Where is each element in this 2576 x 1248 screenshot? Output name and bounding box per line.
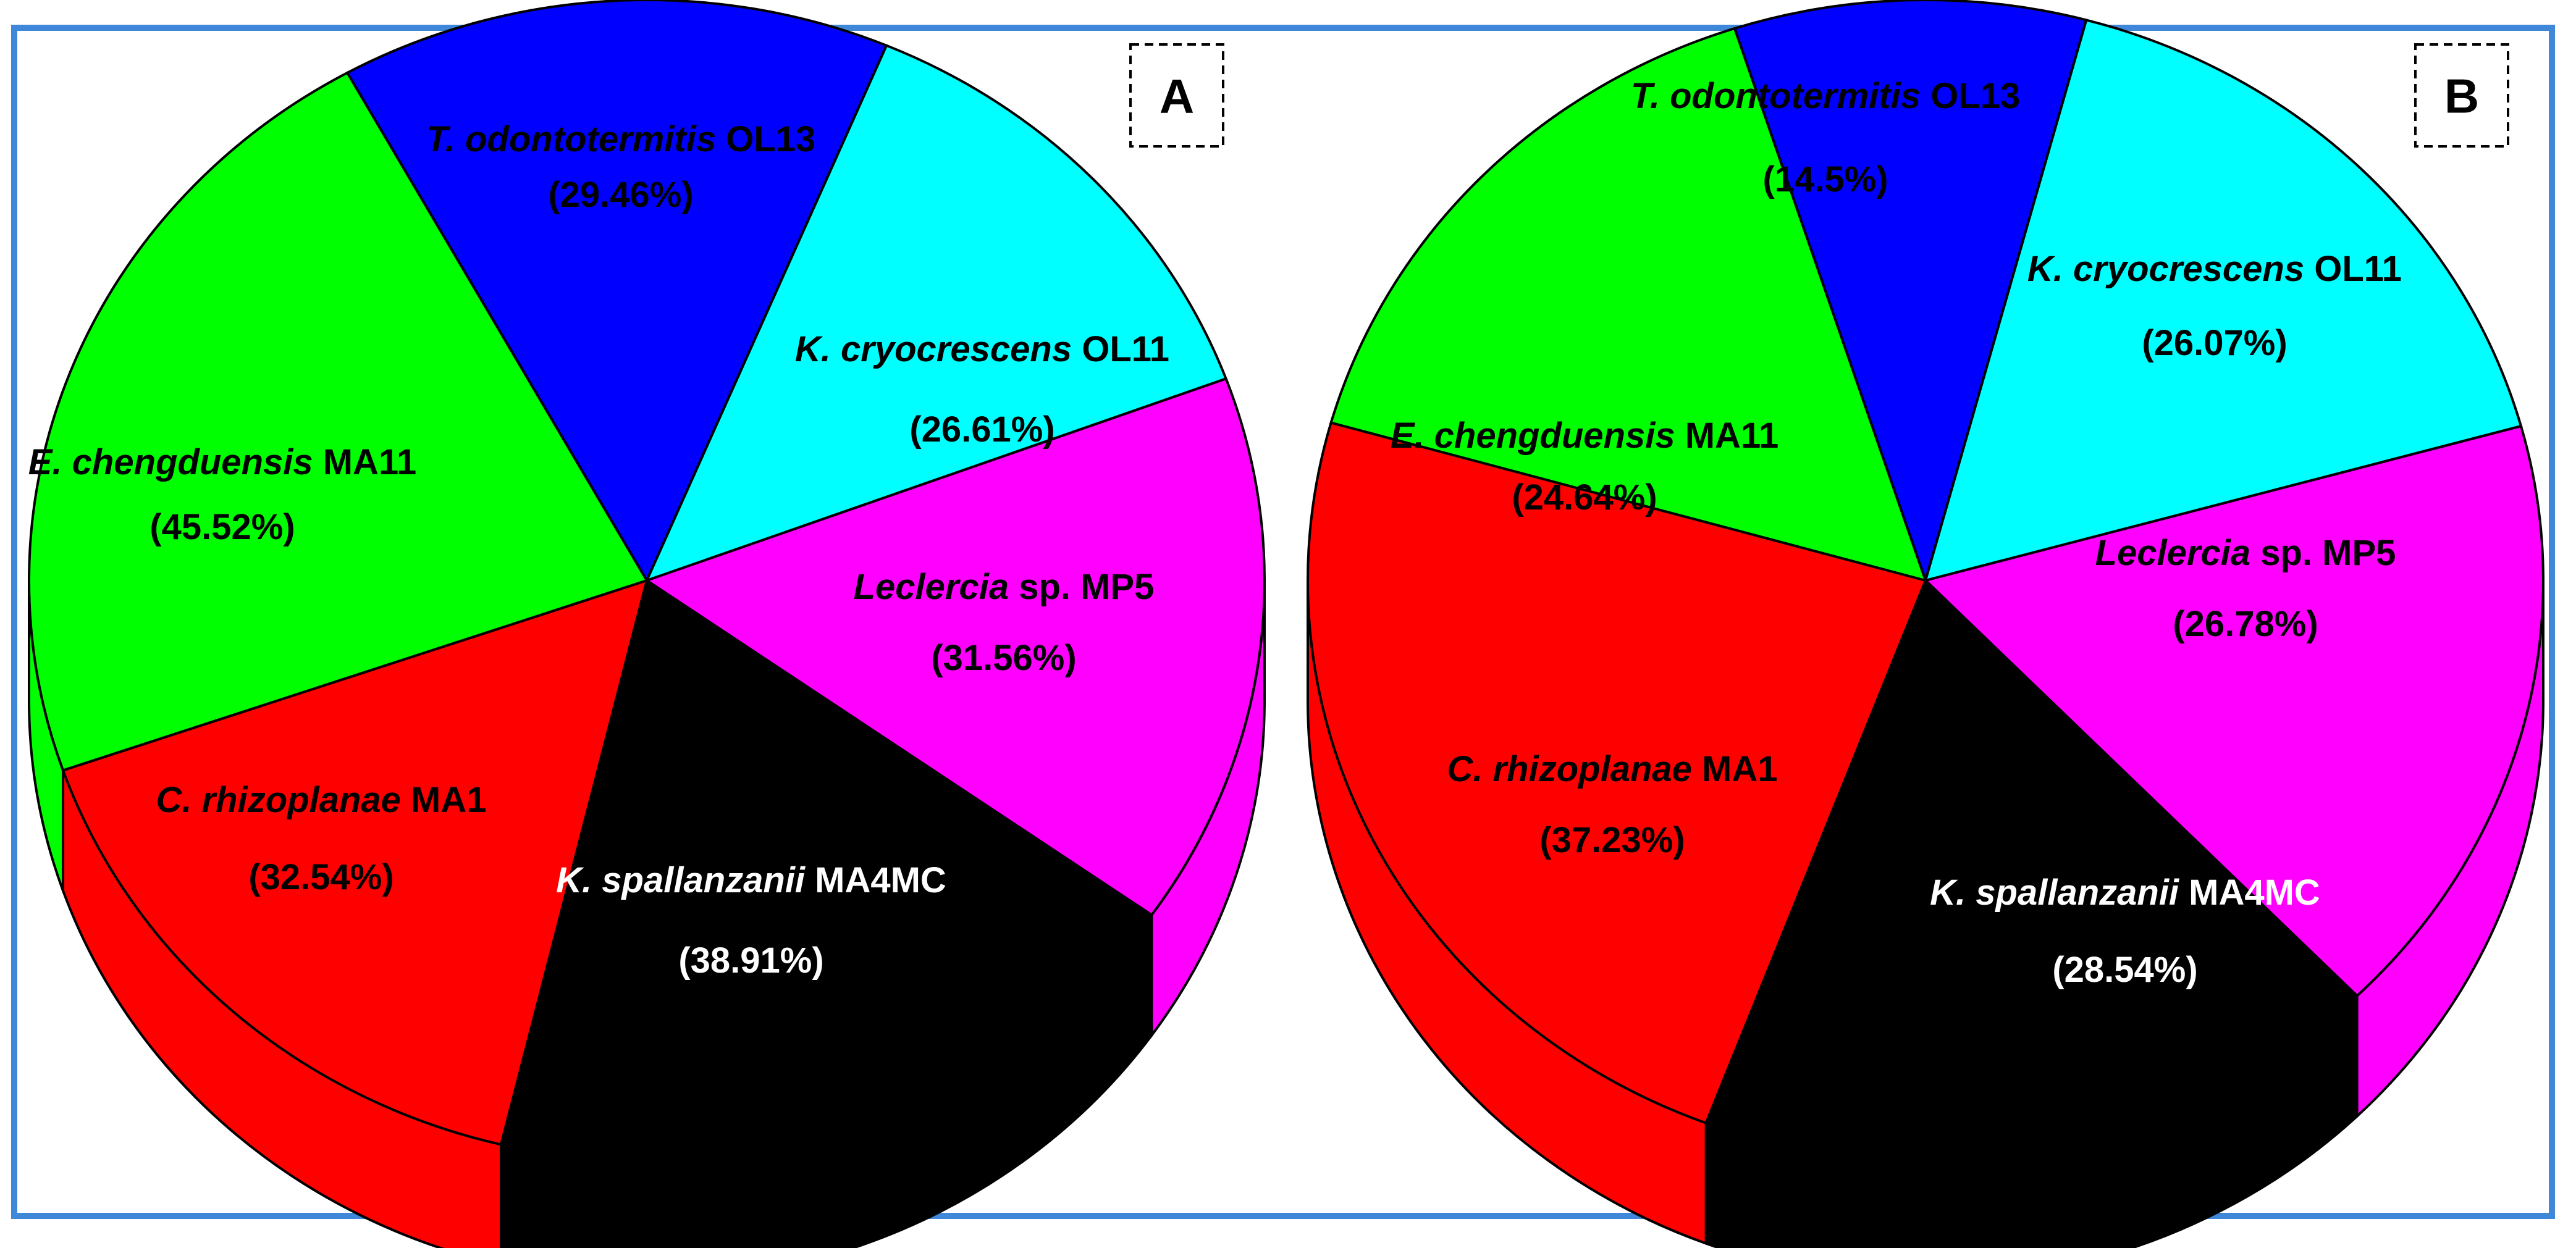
- panel-letter: B: [2444, 69, 2479, 124]
- pie-slice-4: [499, 578, 1154, 1162]
- pie-slice-4: [1704, 578, 2359, 1162]
- pie-slice-5: [61, 578, 649, 1146]
- pie-slice-3: [644, 377, 1266, 917]
- pie-slice-1: [1733, 0, 2088, 585]
- panel-letter-box: [1129, 43, 1224, 148]
- slice-label-4: K. spallanzanii MA4MC: [556, 860, 946, 900]
- pie-slice-2: [1924, 18, 2523, 582]
- pie-slice-6: [28, 71, 649, 772]
- slice-label-2: K. cryocrescens OL11: [2027, 249, 2402, 289]
- panel-letter: A: [1160, 69, 1194, 124]
- slice-percent-6: (45.52%): [149, 507, 295, 547]
- slice-label-3: Leclercia sp. MP5: [2095, 533, 2396, 573]
- pie-slice-2: [644, 44, 1228, 583]
- pie-chart-b: T. odontotermitis OL13 (14.5%) K. cryocres…: [1307, 0, 2544, 1248]
- slice-label-6: E. chengduensis MA11: [1391, 416, 1779, 456]
- slice-label-1: T. odontotermitis OL13: [1631, 76, 2021, 116]
- slice-label-5: C. rhizoplanae MA1: [156, 780, 487, 820]
- panel-letter-box: [2414, 43, 2509, 148]
- slice-percent-3: (26.78%): [2173, 604, 2318, 644]
- slice-label-4: K. spallanzanii MA4MC: [1930, 873, 2320, 913]
- slice-label-5: C. rhizoplanae MA1: [1447, 749, 1778, 789]
- slice-percent-6: (24.64%): [1512, 477, 1657, 517]
- pie-slice-1: [345, 0, 888, 584]
- slice-percent-4: (38.91%): [678, 940, 823, 981]
- slice-percent-2: (26.61%): [909, 409, 1054, 450]
- slice-percent-1: (29.46%): [548, 175, 693, 215]
- pie-slice-5: [1307, 421, 1927, 1125]
- slice-label-1: T. odontotermitis OL13: [426, 119, 816, 159]
- pie-slice-3: [1923, 424, 2544, 998]
- pie-slice-6: [1329, 27, 1928, 582]
- slice-percent-4: (28.54%): [2052, 950, 2197, 990]
- figure-frame: [11, 25, 2555, 1219]
- slice-label-6: E. chengduensis MA11: [28, 442, 417, 482]
- slice-label-2: K. cryocrescens OL11: [795, 329, 1169, 369]
- slice-percent-1: (14.5%): [1762, 159, 1888, 199]
- slice-percent-2: (26.07%): [2142, 323, 2287, 363]
- pie-chart-a: T. odontotermitis OL13 (29.46%) K. cryocre…: [28, 0, 1266, 1248]
- slice-percent-3: (31.56%): [931, 638, 1076, 678]
- slice-percent-5: (32.54%): [248, 857, 394, 897]
- slice-percent-5: (37.23%): [1539, 820, 1685, 860]
- slice-label-3: Leclercia sp. MP5: [854, 567, 1155, 607]
